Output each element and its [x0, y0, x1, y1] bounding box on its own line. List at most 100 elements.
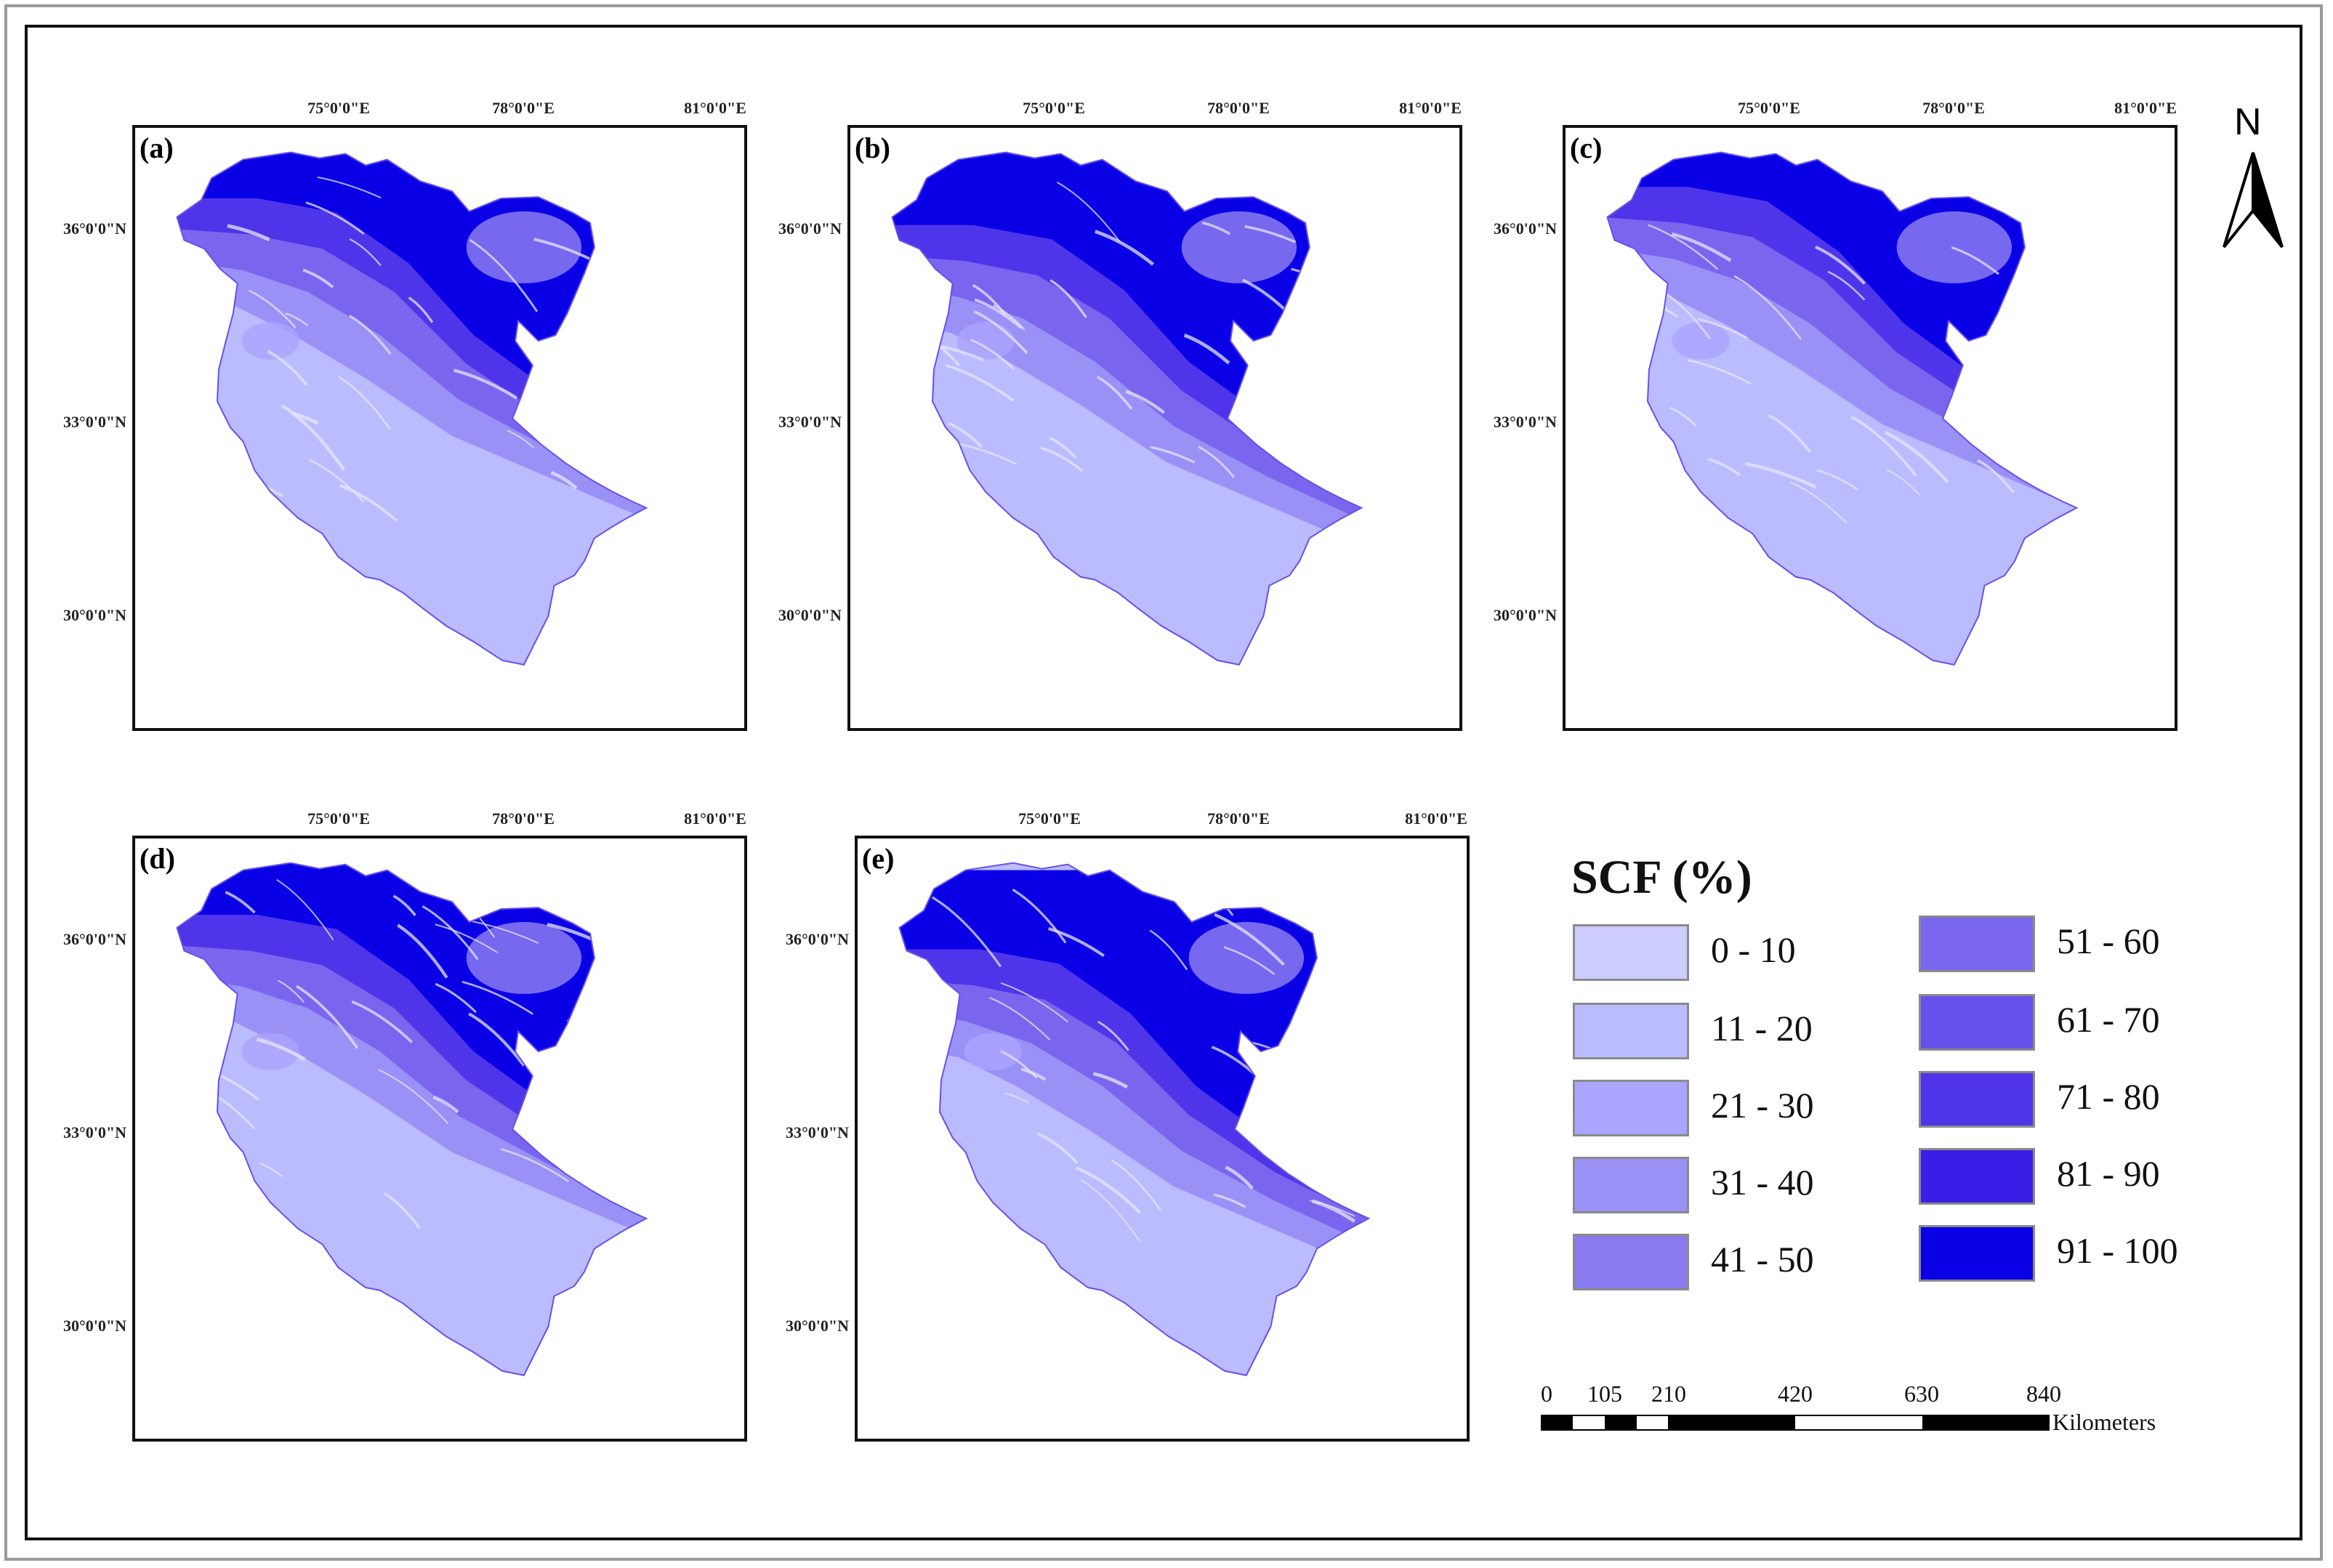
valley-low-snow: [1672, 322, 1730, 360]
map-b-region: [891, 151, 1363, 666]
valley-line: [945, 363, 1015, 403]
valley-line: [2005, 421, 2049, 457]
valley-line: [1049, 436, 1077, 459]
valley-line: [302, 268, 334, 288]
scale-tick-5: 840: [2026, 1381, 2061, 1407]
valley-line: [462, 980, 533, 1015]
valley-line: [1850, 416, 1917, 477]
lon-label-b-2: 78°0'0"E: [1207, 99, 1270, 117]
valley-line: [278, 979, 305, 1003]
valley-line: [931, 896, 1002, 968]
valley-line: [392, 894, 416, 917]
region-outline: [176, 862, 648, 1376]
valley-low-snow: [241, 1032, 299, 1070]
valley-line: [1244, 225, 1297, 243]
valley-line: [989, 997, 1051, 1040]
valley-line: [308, 458, 365, 503]
valley-line: [295, 985, 359, 1049]
region-outline: [176, 151, 648, 666]
lat-label-c-1: 36°0'0"N: [1493, 219, 1557, 238]
panel-label-c: (c): [1570, 132, 1603, 164]
valley-line: [1768, 413, 1811, 453]
legend-swatch: [1919, 916, 2035, 972]
valley-line: [1648, 224, 1719, 270]
valley-line: [378, 1069, 449, 1124]
valley-line: [1020, 1067, 1047, 1081]
map-c-region: [1606, 151, 2079, 666]
valley-line: [1745, 461, 1817, 489]
legend-swatch: [1573, 1234, 1689, 1290]
valley-line: [1671, 232, 1732, 262]
lat-label-d-2: 33°0'0"N: [63, 1123, 126, 1141]
legend-item: 21 - 30: [1573, 1080, 1863, 1138]
lat-label-c-3: 30°0'0"N: [1493, 606, 1557, 624]
legend-item: 91 - 100: [1919, 1225, 2209, 1283]
legend-item: 61 - 70: [1919, 994, 2209, 1052]
panel-label-e: (e): [862, 842, 895, 875]
valley-line: [240, 493, 265, 521]
valley-low-snow: [241, 322, 299, 360]
valley-line: [1886, 469, 1920, 496]
plateau-zone: [466, 211, 582, 283]
valley-line: [1885, 431, 1949, 483]
valley-line: [256, 1038, 307, 1062]
valley-line: [1000, 982, 1068, 1023]
map-d-region: [176, 862, 648, 1376]
legend-item: 71 - 80: [1919, 1071, 2209, 1129]
scale-tick-1: 105: [1587, 1381, 1622, 1407]
legend-swatch: [1573, 1157, 1689, 1213]
valley-line: [227, 224, 270, 242]
legend-label: 81 - 90: [2057, 1153, 2160, 1194]
region-outline: [898, 862, 1371, 1376]
valley-line: [435, 924, 499, 953]
valley-line: [267, 349, 309, 387]
scale-unit: Kilometers: [2052, 1409, 2156, 1435]
legend-item: 41 - 50: [1573, 1234, 1863, 1292]
valley-line: [1048, 926, 1105, 958]
valley-line: [1095, 230, 1155, 266]
legend-label: 0 - 10: [1711, 929, 1796, 970]
valley-line: [1213, 1193, 1246, 1208]
valley-line: [1237, 329, 1294, 384]
valley-line: [1707, 458, 1741, 477]
scale-tick-3: 420: [1778, 1381, 1813, 1407]
valley-line: [1251, 1067, 1310, 1090]
valley-line: [973, 310, 1028, 355]
region-outline: [891, 151, 1363, 666]
panel-label-a: (a): [140, 132, 174, 164]
valley-line: [927, 480, 983, 500]
inner-frame: [25, 25, 2302, 1540]
legend-label: 11 - 20: [1711, 1008, 1813, 1048]
lat-label-e-1: 36°0'0"N: [785, 930, 849, 948]
legend-label: 61 - 70: [2057, 999, 2160, 1040]
valley-line: [469, 238, 539, 312]
valley-line: [958, 442, 1018, 466]
valley-line: [938, 344, 984, 362]
lat-label-c-2: 33°0'0"N: [1493, 413, 1557, 431]
legend-swatch: [1573, 1080, 1689, 1136]
valley-line: [204, 457, 237, 490]
legend-swatch: [1919, 1225, 2035, 1282]
valley-line: [281, 404, 346, 471]
valley-line: [276, 878, 334, 941]
valley-line: [1125, 389, 1165, 414]
legend-swatch: [1919, 1071, 2035, 1128]
legend-swatch: [1919, 994, 2035, 1051]
scale-tick-4: 630: [1904, 1381, 1939, 1407]
legend-label: 91 - 100: [2057, 1230, 2178, 1271]
north-arrow-letter: N: [2234, 101, 2262, 143]
valley-line: [1198, 445, 1235, 478]
lon-label-c-1: 75°0'0"E: [1738, 99, 1800, 117]
legend-label: 51 - 60: [2057, 921, 2160, 961]
panel-label-b: (b): [855, 132, 890, 164]
lat-label-b-2: 33°0'0"N: [778, 413, 842, 431]
valley-line: [1004, 1092, 1029, 1104]
lon-label-e-1: 75°0'0"E: [1018, 809, 1081, 828]
valley-line: [1309, 1200, 1355, 1217]
valley-line: [1789, 481, 1848, 524]
valley-line: [1056, 181, 1121, 242]
valley-line: [1149, 929, 1188, 971]
valley-line: [1815, 245, 1866, 285]
valley-line: [507, 429, 535, 449]
valley-line: [339, 484, 398, 522]
